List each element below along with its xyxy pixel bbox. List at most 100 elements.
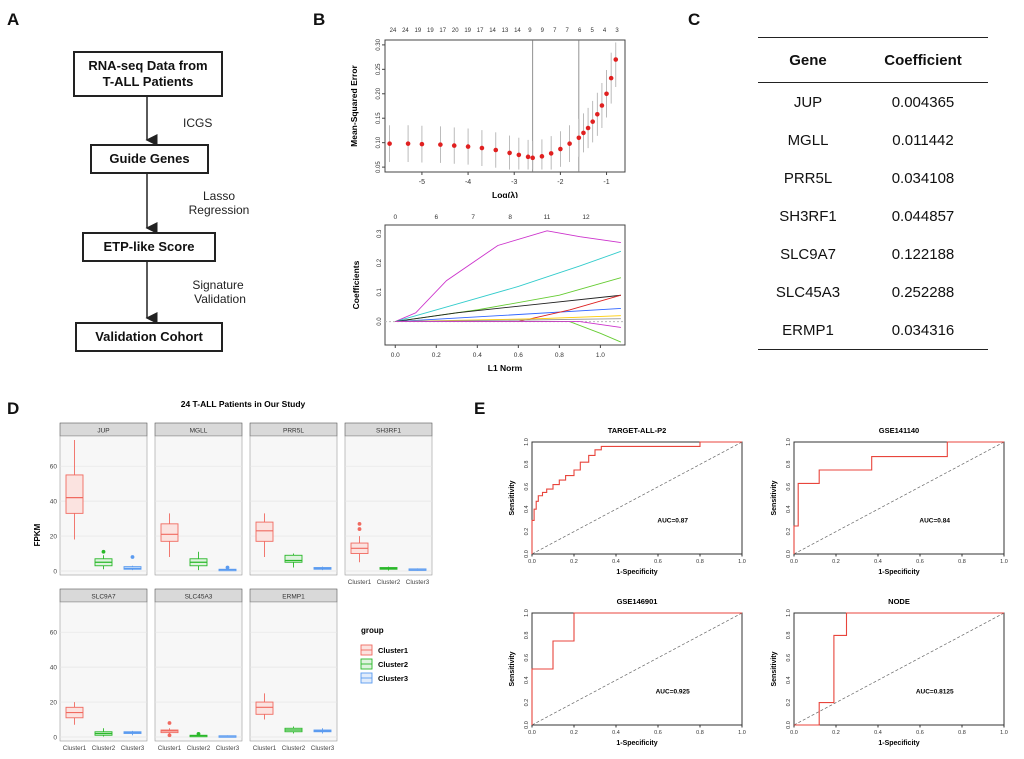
y-tick-label: 0.4 [524, 505, 530, 513]
x-tick-label: 0.2 [570, 730, 578, 736]
cell-coefficient: 0.004365 [891, 93, 955, 111]
legend-title: group [361, 626, 384, 635]
top-tick-label: 7 [566, 28, 570, 34]
roc-title: GSE146901 [617, 597, 658, 606]
roc-gse146901-chart: GSE146901 0.0 0.2 0.4 0.6 0.8 1.0 0.0 0.2 0.4 0.6 0… [509, 597, 746, 747]
top-tick-label: 14 [514, 28, 521, 34]
y-axis-label: Mean-Squared Error [349, 64, 359, 146]
y-tick-label: 0.4 [786, 505, 792, 513]
y-tick-label: 60 [50, 464, 58, 471]
box-body [65, 474, 84, 514]
top-tick-label: 13 [502, 28, 509, 34]
y-tick-label: 0.6 [524, 654, 530, 662]
y-tick-label: 0.25 [376, 63, 382, 75]
x-tick-label: Cluster1 [63, 745, 87, 752]
roc-target-chart: TARGET-ALL-P2 0.0 0.2 0.4 0.6 0.8 1.0 0.0 0.2 0.4… [509, 426, 746, 576]
cell-gene: SH3RF1 [779, 207, 837, 225]
table-row: ERMP1 0.034316 [758, 311, 988, 349]
x-tick-label: Cluster2 [92, 745, 116, 752]
top-tick-label: 24 [390, 28, 397, 34]
table-row: SH3RF1 0.044857 [758, 197, 988, 235]
facet-panel [59, 601, 148, 742]
diagonal-reference [531, 612, 743, 726]
y-tick-label: 0.0 [786, 550, 792, 558]
plot-frame [531, 441, 743, 555]
data-point [567, 141, 572, 146]
coef-path-chart: 0.0 0.2 0.4 0.6 0.8 1.0 0.0 0.1 0.2 0.3 0 6 7 8 11 12 L1… [351, 214, 626, 373]
y-tick-label: 1.0 [786, 438, 792, 446]
box-outlier [357, 521, 362, 526]
top-tick-label: 17 [477, 28, 484, 34]
panel-label-a: A [7, 10, 20, 29]
box-outlier [130, 555, 135, 559]
panel-label-b: B [313, 10, 326, 29]
x-tick-label: -2 [557, 179, 563, 186]
y-tick-label: 40 [50, 665, 58, 672]
plot-frame [384, 39, 626, 173]
data-point [608, 75, 614, 81]
data-point [604, 91, 609, 97]
coef-path-line [395, 321, 622, 343]
x-axis-label: Log(λ) [492, 190, 518, 198]
y-tick-label: 0.20 [376, 87, 382, 99]
x-tick-label: 0.8 [696, 730, 704, 736]
cell-gene: SLC9A7 [780, 245, 836, 263]
top-tick-label: 9 [528, 28, 532, 34]
facet-panel [344, 435, 433, 576]
data-point [595, 112, 600, 117]
box-outlier [167, 721, 172, 725]
x-tick-label: 0.0 [790, 730, 798, 736]
x-tick-label: Cluster2 [377, 579, 401, 586]
x-tick-label: 0.4 [473, 352, 482, 359]
data-point [387, 141, 392, 146]
x-tick-label: 0.8 [696, 559, 704, 565]
x-tick-label: -4 [465, 179, 471, 186]
x-tick-label: Cluster3 [121, 745, 145, 752]
flow-step-lasso: Lasso [202, 189, 236, 203]
cv-mse-chart: -5 -4 -3 -2 -1 0.05 0.10 0.15 0.20 0.25 0.30 24 24 19… [349, 28, 626, 198]
x-tick-label: Cluster2 [282, 745, 306, 752]
x-tick-label: Cluster2 [187, 745, 211, 752]
y-tick-label: 20 [50, 534, 58, 541]
x-tick-label: 0.4 [612, 730, 620, 736]
cell-coefficient: 0.011442 [892, 131, 954, 149]
coef-path-line [395, 318, 621, 323]
flow-arrows [145, 95, 158, 324]
roc-title: GSE141140 [879, 426, 919, 435]
top-tick-label: 17 [439, 28, 446, 34]
y-axis-label: Sensitivity [509, 651, 516, 686]
roc-node-chart: NODE 0.0 0.2 0.4 0.6 0.8 1.0 0.0 0.2 0.4 0.6 0.8 1.0… [771, 597, 1008, 747]
box-outlier [167, 733, 172, 738]
top-tick-label: 24 [402, 28, 409, 34]
x-axis-label: 1-Specificity [616, 740, 657, 747]
y-tick-label: 20 [50, 700, 58, 707]
header-gene: Gene [789, 51, 827, 69]
y-tick-label: 0 [53, 569, 57, 576]
cell-coefficient: 0.044857 [891, 207, 955, 225]
coef-path-line [395, 321, 621, 328]
y-tick-label: 0.15 [376, 112, 382, 124]
y-tick-label: 0.0 [786, 721, 792, 729]
flow-step-signature: Signature [192, 278, 244, 292]
y-tick-label: 0.8 [786, 632, 792, 640]
data-point [576, 135, 582, 141]
top-tick-label: 6 [578, 28, 582, 34]
table-row: SLC9A7 0.122188 [758, 235, 988, 273]
x-tick-label: 0.2 [832, 730, 840, 736]
flow-box-rnaseq-line1: RNA-seq Data from [88, 58, 208, 74]
cell-gene: MGLL [787, 131, 829, 149]
table-row: MGLL 0.011442 [758, 121, 988, 159]
x-tick-label: Cluster1 [253, 745, 277, 752]
coef-path-line [395, 250, 622, 323]
x-tick-label: Cluster1 [158, 745, 182, 752]
top-tick-label: 8 [508, 214, 512, 221]
x-tick-label: 0.6 [916, 559, 924, 565]
y-tick-label: 0.0 [377, 317, 383, 326]
y-axis-label: Sensitivity [509, 480, 516, 515]
y-axis-label: Sensitivity [771, 651, 778, 686]
data-point [613, 57, 619, 62]
facet-label: SH3RF1 [376, 428, 401, 435]
flow-step-validation: Validation [194, 292, 246, 306]
top-tick-label: 0 [393, 214, 397, 221]
flow-step-regression: Regression [188, 203, 250, 217]
